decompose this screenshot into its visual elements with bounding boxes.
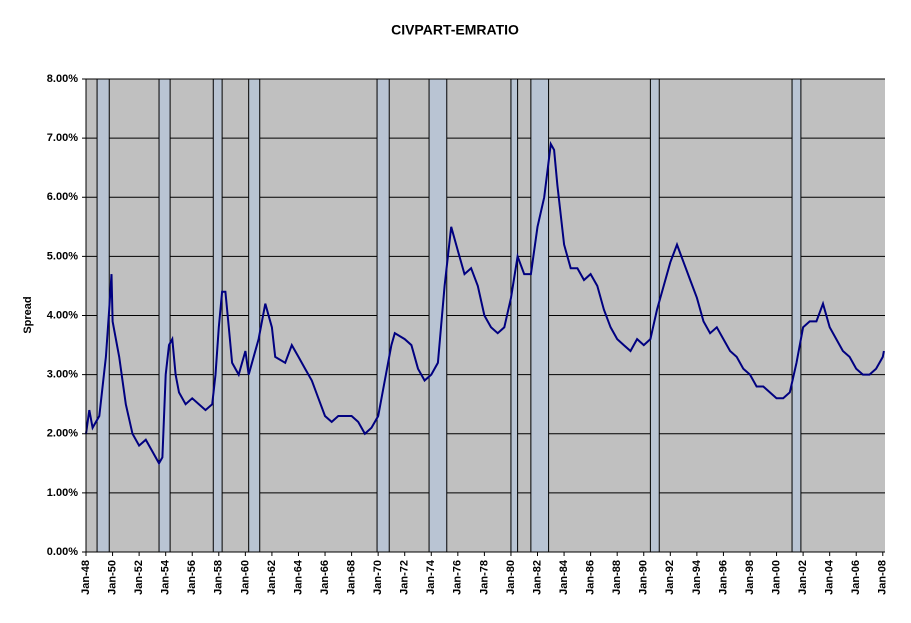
x-tick-label: Jan-80 [505,560,517,595]
x-tick-label: Jan-82 [531,560,543,595]
recession-bar [96,78,110,553]
recession-bar [248,78,261,553]
x-tick-label: Jan-92 [664,560,676,595]
recession-bar [530,78,550,553]
y-tick-label: 1.00% [47,487,78,499]
x-tick-label: Jan-02 [797,560,809,595]
recession-bar [428,78,448,553]
x-tick-label: Jan-04 [824,559,836,595]
x-tick-label: Jan-94 [691,559,703,595]
y-tick-label: 4.00% [47,309,78,321]
x-tick-label: Jan-78 [478,560,490,595]
y-tick-label: 2.00% [47,428,78,440]
x-tick-label: Jan-72 [399,560,411,595]
x-tick-label: Jan-06 [850,560,862,595]
x-tick-label: Jan-68 [346,560,358,595]
y-tick-label: 6.00% [47,191,78,203]
y-tick-label: 8.00% [47,73,78,85]
y-axis-label: Spread [22,296,34,333]
x-tick-label: Jan-62 [266,560,278,595]
x-tick-label: Jan-50 [106,560,118,595]
x-tick-label: Jan-52 [133,560,145,595]
x-tick-label: Jan-98 [744,560,756,595]
y-tick-label: 0.00% [47,546,78,558]
x-tick-label: Jan-86 [585,560,597,595]
x-tick-label: Jan-00 [770,560,782,595]
x-tick-label: Jan-84 [558,559,570,595]
x-tick-label: Jan-74 [425,559,437,595]
recession-bar [791,78,802,553]
data-line [85,140,885,466]
x-tick-label: Jan-66 [319,560,331,595]
chart-title: CIVPART-EMRATIO [391,22,519,38]
y-tick-label: 7.00% [47,132,78,144]
x-tick-label: Jan-60 [239,560,251,595]
x-tick-label: Jan-48 [80,560,92,595]
y-tick-label: 5.00% [47,250,78,262]
x-tick-label: Jan-90 [638,560,650,595]
x-tick-label: Jan-70 [372,560,384,595]
x-tick-label: Jan-58 [213,560,225,595]
x-tick-label: Jan-96 [717,560,729,595]
x-tick-label: Jan-76 [452,560,464,595]
x-tick-label: Jan-56 [186,560,198,595]
x-tick-label: Jan-88 [611,560,623,595]
x-tick-label: Jan-08 [877,560,889,595]
recession-bar [510,78,519,553]
x-tick-label: Jan-54 [160,559,172,595]
recession-bar [158,78,171,553]
y-tick-label: 3.00% [47,369,78,381]
recession-bar [376,78,390,553]
x-tick-label: Jan-64 [292,559,304,595]
